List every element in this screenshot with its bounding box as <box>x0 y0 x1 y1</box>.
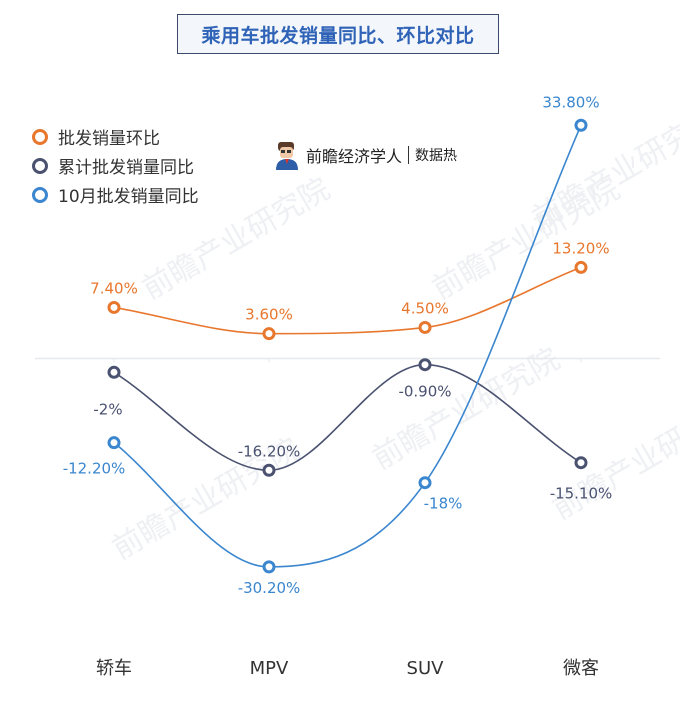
series-2-point-3 <box>576 120 586 130</box>
watermark-4: 前瞻产业研究院 <box>547 392 680 527</box>
series-0-point-2 <box>420 322 430 332</box>
series-0-label-0: 7.40% <box>90 279 138 297</box>
x-tick-label-1: MPV <box>250 658 289 679</box>
series-0-label-2: 4.50% <box>401 299 449 317</box>
brand-separator <box>408 146 409 164</box>
series-2-label-0: -12.20% <box>63 460 126 478</box>
series-1-point-1 <box>264 465 274 475</box>
legend-item-1: 累计批发销量同比 <box>32 151 199 180</box>
legend-marker-2 <box>32 187 48 203</box>
legend-label-0: 批发销量环比 <box>58 124 160 149</box>
series-2-point-1 <box>264 562 274 572</box>
series-2-point-0 <box>109 438 119 448</box>
legend-label-1: 累计批发销量同比 <box>58 153 194 178</box>
series-1-point-2 <box>420 360 430 370</box>
watermark-2: 前瞻产业研究院 <box>527 102 680 237</box>
chart-title-box: 乘用车批发销量同比、环比对比 <box>177 14 499 54</box>
x-tick-label-2: SUV <box>407 658 445 679</box>
series-2-point-2 <box>420 478 430 488</box>
legend-item-2: 10月批发销量同比 <box>32 180 199 209</box>
series-1-label-0: -2% <box>93 400 122 418</box>
brand-logo: 前瞻经济学人 数据热 <box>274 140 457 170</box>
brand-sub: 数据热 <box>415 145 457 165</box>
legend: 批发销量环比 累计批发销量同比 10月批发销量同比 <box>32 122 199 209</box>
brand-name: 前瞻经济学人 <box>306 143 402 167</box>
series-0-point-0 <box>109 302 119 312</box>
x-tick-label-0: 轿车 <box>96 658 132 679</box>
economist-avatar-icon <box>274 140 300 170</box>
chart-title: 乘用车批发销量同比、环比对比 <box>201 21 474 48</box>
series-2-label-3: 33.80% <box>542 93 599 111</box>
series-1-label-2: -0.90% <box>398 383 451 401</box>
x-tick-label-3: 微客 <box>563 658 599 679</box>
series-2-label-2: -18% <box>424 495 463 513</box>
series-0-point-1 <box>264 329 274 339</box>
legend-marker-0 <box>32 129 48 145</box>
series-0-point-3 <box>576 262 586 272</box>
series-1-label-1: -16.20% <box>238 442 301 460</box>
series-1-point-0 <box>109 367 119 377</box>
series-1-point-3 <box>576 458 586 468</box>
legend-item-0: 批发销量环比 <box>32 122 199 151</box>
series-2-label-1: -30.20% <box>238 579 301 597</box>
series-0-label-1: 3.60% <box>245 306 293 324</box>
series-1-label-3: -15.10% <box>550 485 613 503</box>
legend-label-2: 10月批发销量同比 <box>58 182 199 207</box>
legend-marker-1 <box>32 158 48 174</box>
series-0-label-3: 13.20% <box>552 239 609 257</box>
